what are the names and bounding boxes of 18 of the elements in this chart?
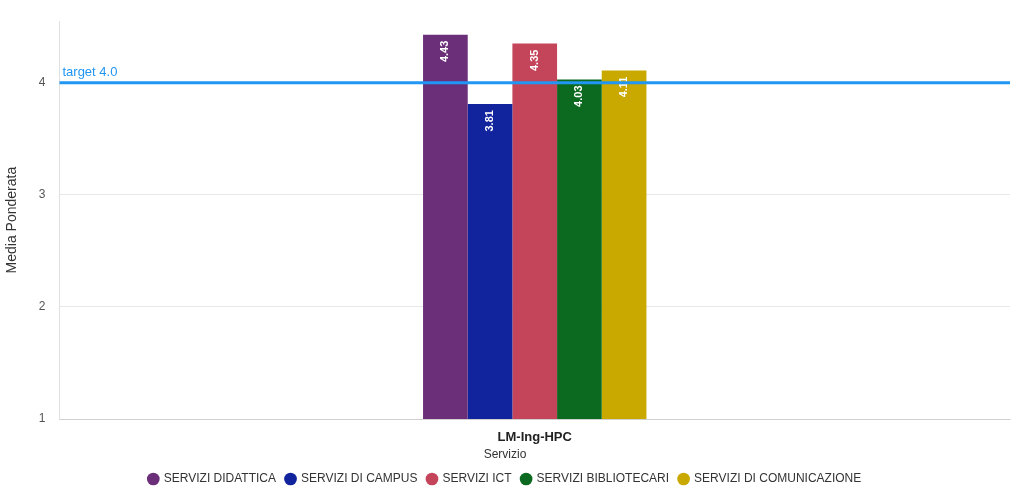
data-label: 3.81 <box>483 110 496 132</box>
y-tick-label: 4 <box>38 75 46 90</box>
data-label: 4.43 <box>438 40 451 63</box>
y-tick-label: 2 <box>38 299 46 314</box>
y-axis-title: Media Ponderata <box>3 166 20 274</box>
y-tick-label: 3 <box>38 187 46 202</box>
legend-label: SERVIZI DI COMUNICAZIONE <box>694 471 862 486</box>
legend-title: Servizio <box>483 446 527 461</box>
data-label: 4.35 <box>527 49 540 72</box>
data-label: 4.11 <box>617 76 630 98</box>
ref-line-label: target 4.0 <box>62 63 118 79</box>
legend-label: SERVIZI ICT <box>442 471 513 486</box>
legend-label: SERVIZI DI CAMPUS <box>301 471 418 486</box>
legend-label: SERVIZI DIDATTICA <box>163 471 277 486</box>
data-label: 4.03 <box>572 85 585 107</box>
legend-label: SERVIZI BIBLIOTECARI <box>536 471 670 486</box>
y-tick-label: 1 <box>38 411 46 426</box>
x-tick-label: LM-Ing-HPC <box>497 429 573 445</box>
